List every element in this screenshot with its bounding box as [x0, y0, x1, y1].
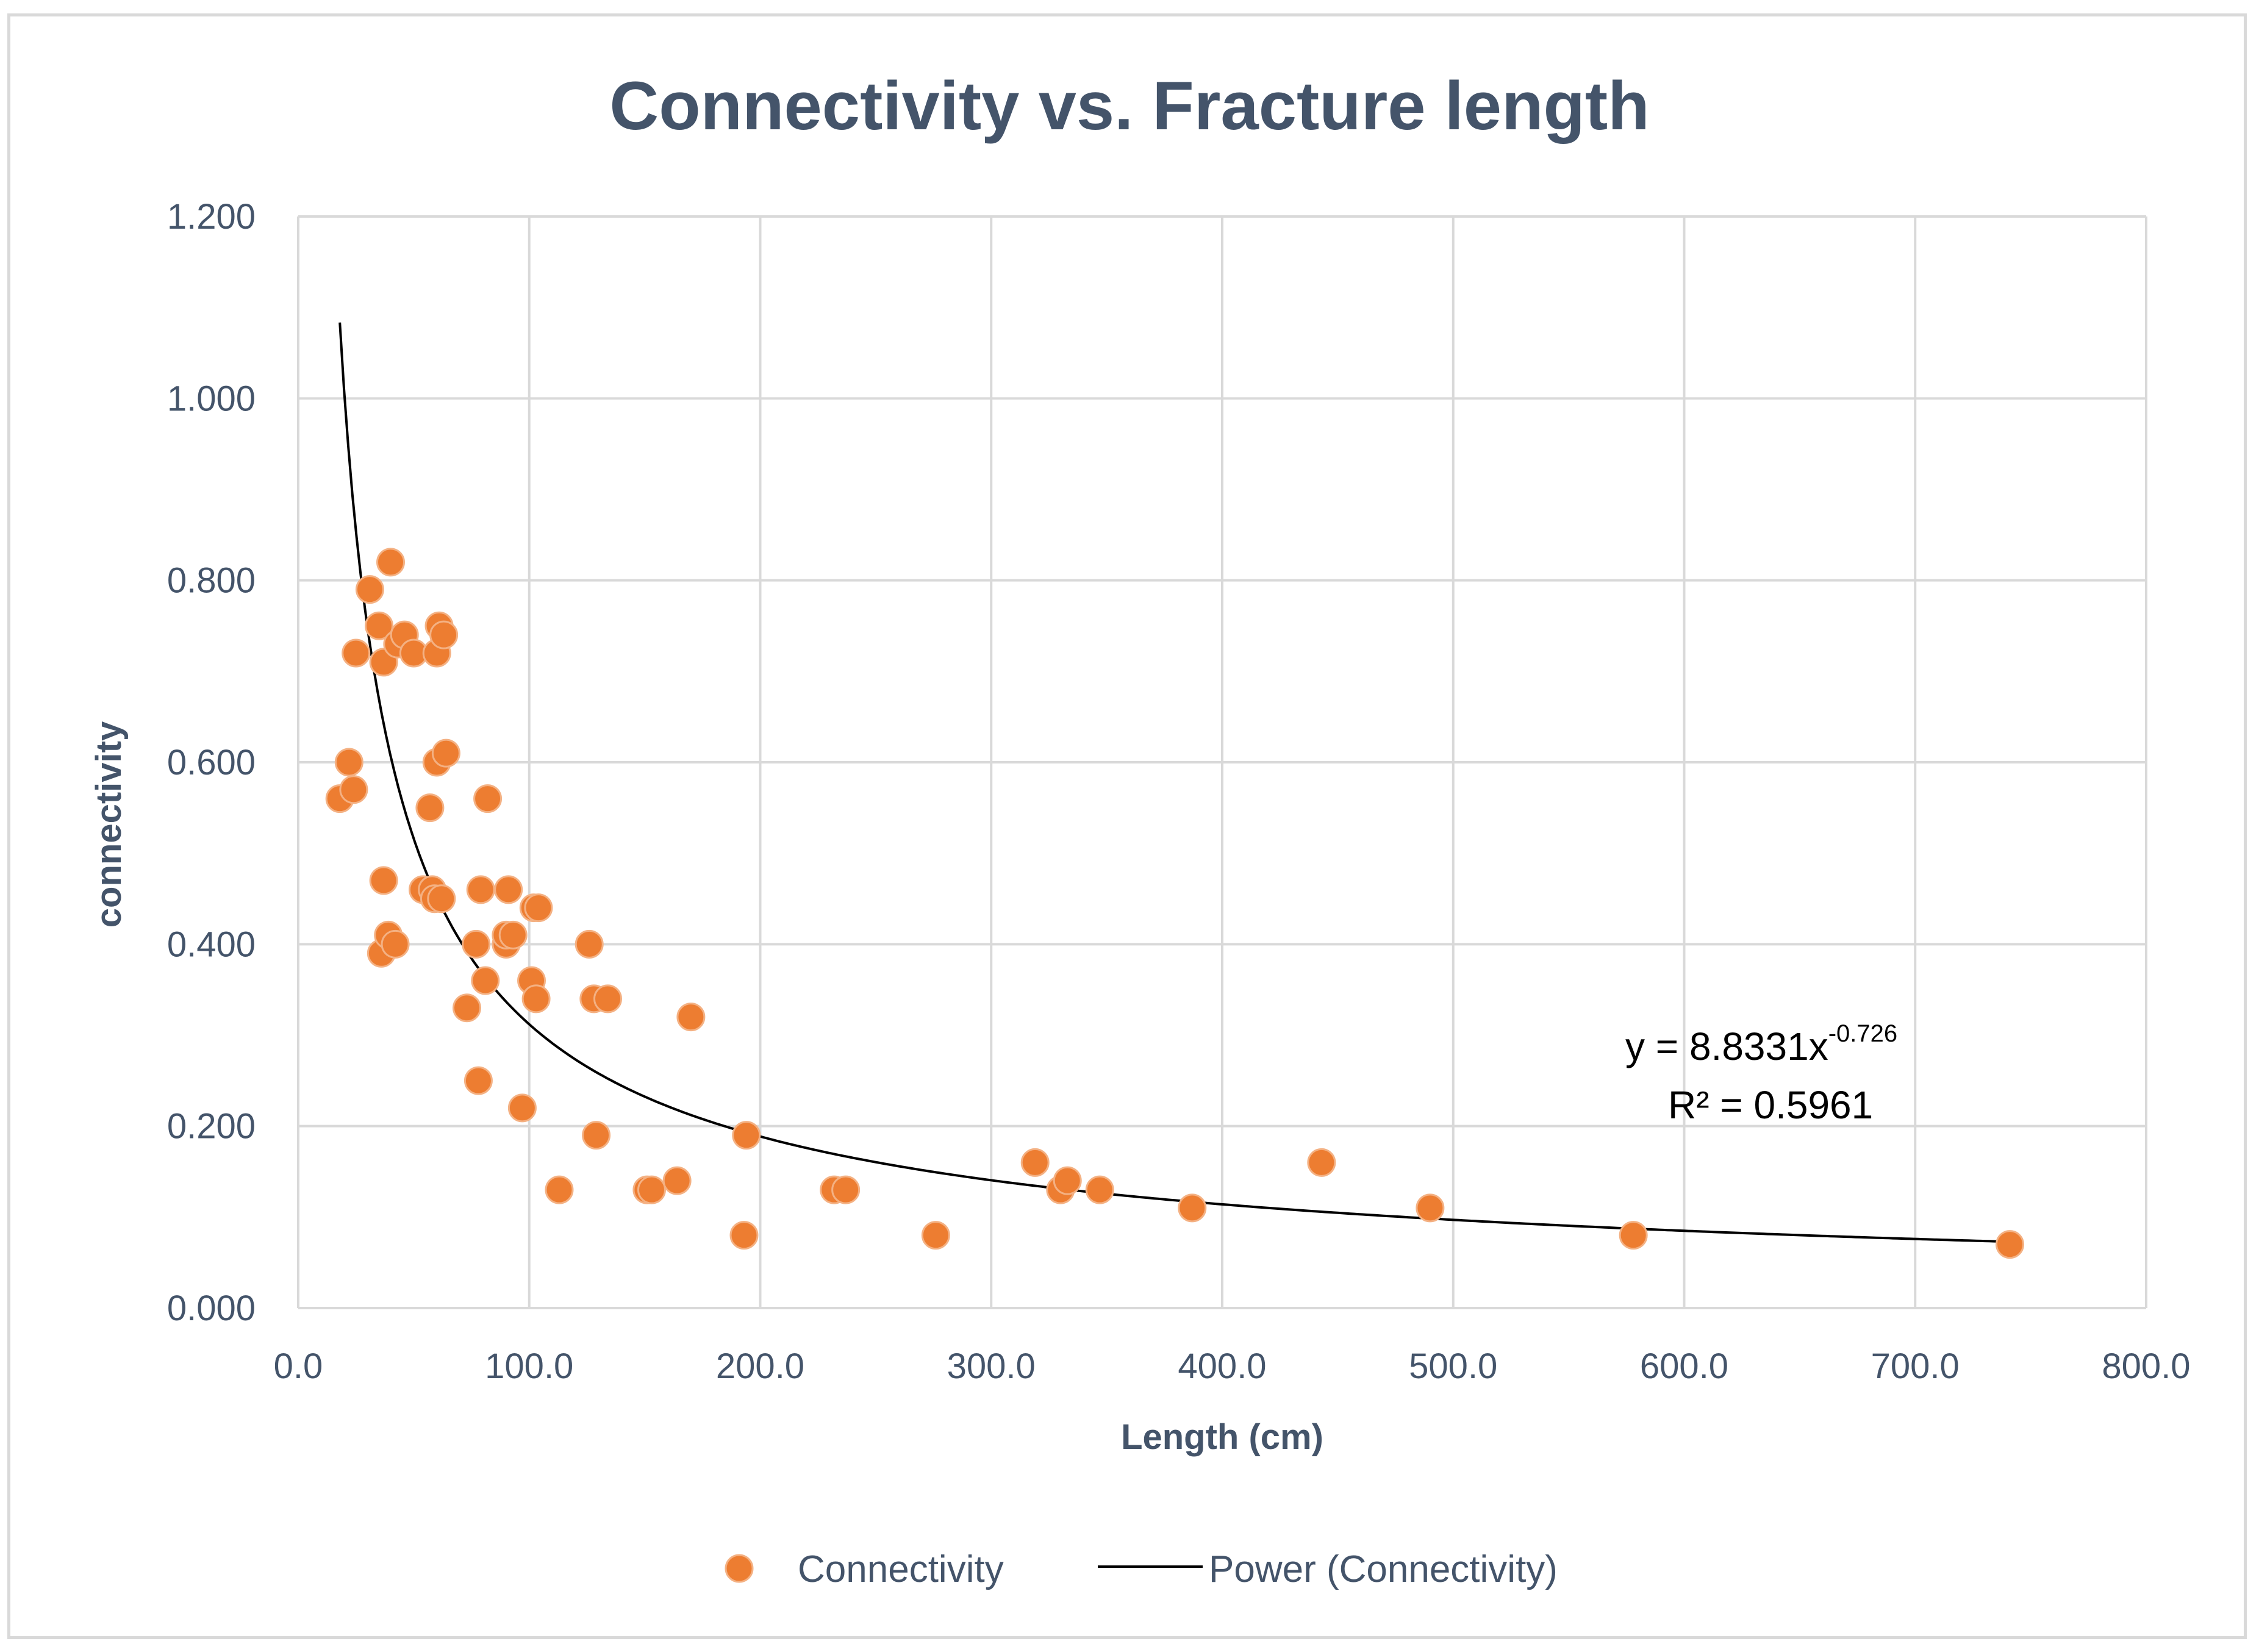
y-tick-label: 0.800 [167, 561, 256, 601]
data-point [369, 866, 398, 895]
x-tick-labels: 0.0 100.0 200.0 300.0 400.0 500.0 600.0 700.0 80… [274, 1346, 2191, 1386]
data-point [637, 1175, 666, 1204]
data-point [1020, 1148, 1050, 1177]
data-point [334, 748, 363, 777]
data-point [732, 1121, 761, 1150]
data-point [452, 993, 481, 1023]
data-point [1085, 1175, 1114, 1204]
data-point [471, 966, 500, 995]
data-point [342, 638, 371, 668]
equation-exponent: -0.726 [1828, 1020, 1897, 1047]
x-tick-label: 700.0 [1871, 1346, 1960, 1386]
data-point [1996, 1230, 2025, 1259]
scatter-points [325, 548, 2025, 1259]
y-tick-label: 0.400 [167, 924, 256, 964]
data-point [729, 1221, 759, 1250]
data-point [494, 875, 523, 904]
legend: Connectivity Power (Connectivity) [725, 1548, 1558, 1590]
data-point [427, 884, 456, 914]
legend-label-power: Power (Connectivity) [1209, 1548, 1558, 1590]
data-point [431, 738, 460, 768]
x-tick-label: 400.0 [1178, 1346, 1266, 1386]
data-point [575, 929, 604, 959]
data-point [545, 1175, 574, 1204]
x-tick-label: 100.0 [485, 1346, 573, 1386]
data-point [498, 920, 528, 949]
data-point [1416, 1193, 1445, 1223]
data-point [462, 929, 491, 959]
y-tick-label: 0.000 [167, 1289, 256, 1328]
data-point [831, 1175, 861, 1204]
data-point [1619, 1221, 1648, 1250]
data-point [376, 548, 405, 577]
data-point [676, 1003, 706, 1032]
data-point [464, 1066, 493, 1095]
x-tick-label: 200.0 [716, 1346, 804, 1386]
data-point [473, 784, 503, 813]
trendline-equation: y = 8.8331x-0.726 [1625, 1020, 1897, 1068]
grid-layer [297, 215, 2147, 1309]
y-axis-label: connectivity [89, 721, 129, 928]
data-point [381, 929, 410, 959]
x-axis-label: Length (cm) [1121, 1417, 1323, 1457]
x-tick-label: 600.0 [1640, 1346, 1728, 1386]
data-point [1307, 1148, 1336, 1177]
data-point [365, 611, 394, 640]
data-point [593, 984, 623, 1014]
data-point [429, 620, 459, 649]
x-tick-label: 300.0 [947, 1346, 1036, 1386]
chart-title: Connectivity vs. Fracture length [609, 68, 1649, 144]
data-point [1178, 1193, 1207, 1223]
y-tick-label: 0.600 [167, 743, 256, 782]
data-point [921, 1221, 950, 1250]
x-tick-label: 0.0 [274, 1346, 323, 1386]
r-squared-label: R² = 0.5961 [1668, 1083, 1873, 1127]
y-tick-labels: 0.000 0.200 0.400 0.600 0.800 1.000 1.200 [167, 197, 256, 1328]
legend-marker-connectivity [725, 1554, 754, 1583]
data-point [339, 775, 368, 804]
data-point [355, 575, 384, 604]
x-tick-label: 800.0 [2102, 1346, 2190, 1386]
data-point [1053, 1166, 1082, 1195]
data-point [415, 793, 445, 823]
data-point [466, 875, 495, 904]
y-tick-label: 1.000 [167, 379, 256, 418]
x-tick-label: 500.0 [1409, 1346, 1497, 1386]
data-point [524, 893, 553, 923]
data-point [582, 1121, 611, 1150]
data-point [507, 1093, 537, 1123]
data-point [521, 984, 551, 1014]
power-trendline [338, 322, 2010, 1243]
legend-label-connectivity: Connectivity [798, 1548, 1004, 1590]
y-tick-label: 0.200 [167, 1107, 256, 1146]
equation-prefix: y = 8.8331x [1625, 1024, 1828, 1068]
data-point [662, 1166, 692, 1195]
y-tick-label: 1.200 [167, 197, 256, 237]
chart-frame [7, 13, 2247, 1639]
